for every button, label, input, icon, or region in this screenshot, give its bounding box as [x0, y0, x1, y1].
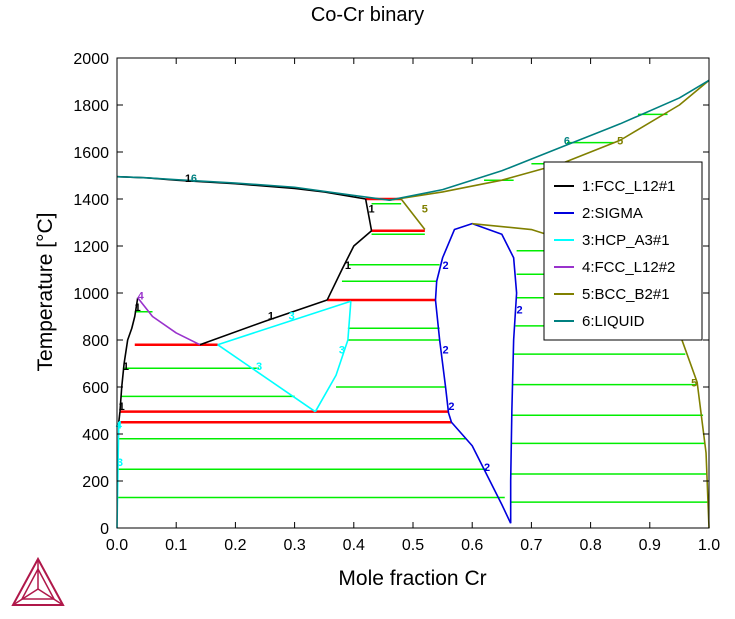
- legend-entry: 2:SIGMA: [582, 205, 643, 222]
- boundary-label: 2: [442, 260, 448, 272]
- boundary-label: 3: [256, 361, 262, 373]
- boundary-label: 2: [484, 462, 490, 474]
- y-tick-label: 200: [82, 474, 109, 491]
- series-line-3: [217, 344, 316, 413]
- series-line-1: [199, 299, 328, 346]
- legend-entry: 4:FCC_L12#2: [582, 259, 675, 276]
- series-line-1: [119, 297, 139, 412]
- y-tick-label: 2000: [73, 51, 109, 68]
- series-line-1: [116, 175, 366, 200]
- series-line-6: [116, 79, 710, 201]
- x-tick-label: 0.4: [343, 537, 365, 554]
- y-tick-label: 600: [82, 380, 109, 397]
- y-tick-label: 1000: [73, 286, 109, 303]
- boundary-label: 4: [138, 290, 145, 302]
- boundary-label: 3: [289, 310, 295, 322]
- x-tick-label: 0.9: [639, 537, 661, 554]
- chart-title: Co-Cr binary: [310, 4, 425, 26]
- boundary-label: 3: [339, 344, 345, 356]
- legend: 1:FCC_L12#1 2:SIGMA 3:HCP_A3#1 4:FCC_L12#2 5…: [543, 161, 703, 341]
- series-line-2: [434, 222, 518, 524]
- series-line-1: [364, 198, 373, 231]
- boundary-label: 4: [116, 420, 123, 432]
- tie-lines-layer: [117, 113, 709, 503]
- series-layer: [116, 79, 710, 529]
- y-tick-label: 800: [82, 333, 109, 350]
- ticks-layer: 0.0 0.1 0.2 0.3 0.4 0.5 0.6 0.7 0.8 0.9 1.0 0 200 400…: [73, 51, 720, 554]
- boundary-label: 1: [268, 310, 274, 322]
- x-tick-label: 0.8: [579, 537, 601, 554]
- y-tick-label: 1800: [73, 98, 109, 115]
- boundary-label: 5: [691, 377, 697, 389]
- boundary-label: 6: [564, 135, 570, 147]
- series-line-1: [117, 411, 121, 423]
- legend-box: [543, 161, 703, 341]
- invariant-lines-layer: [118, 197, 452, 424]
- boundary-label: 1: [119, 401, 125, 413]
- boundary-label: 5: [422, 203, 428, 215]
- boundary-label: 1: [345, 260, 351, 272]
- boundary-label: 3: [117, 457, 123, 469]
- boundary-label: 1: [135, 302, 141, 314]
- series-line-2: [434, 299, 512, 524]
- legend-entry: 6:LIQUID: [582, 313, 645, 330]
- x-tick-label: 0.0: [106, 537, 128, 554]
- y-tick-label: 1200: [73, 239, 109, 256]
- series-line-1: [326, 230, 373, 301]
- series-line-5: [400, 198, 426, 231]
- thermo-calc-logo-icon: [11, 556, 65, 606]
- boundary-label: 1: [368, 203, 374, 215]
- series-line-4: [137, 297, 201, 346]
- y-tick-label: 0: [100, 521, 109, 538]
- x-tick-label: 0.6: [461, 537, 483, 554]
- legend-entry: 1:FCC_L12#1: [582, 178, 675, 195]
- x-tick-label: 0.2: [224, 537, 246, 554]
- series-line-3: [217, 300, 352, 346]
- x-axis-label: Mole fraction Cr: [338, 567, 487, 590]
- boundary-label: 2: [448, 401, 454, 413]
- x-tick-label: 0.3: [283, 537, 305, 554]
- x-tick-label: 0.7: [520, 537, 542, 554]
- boundary-label: 2: [516, 304, 522, 316]
- y-tick-label: 1400: [73, 192, 109, 209]
- boundary-label: 1: [123, 361, 129, 373]
- boundary-label: 2: [442, 344, 448, 356]
- boundary-label: 1: [185, 173, 191, 185]
- series-line-3: [314, 301, 352, 413]
- x-tick-label: 0.1: [165, 537, 187, 554]
- x-tick-label: 1.0: [698, 537, 720, 554]
- x-tick-label: 0.5: [402, 537, 424, 554]
- legend-entry: 3:HCP_A3#1: [582, 232, 670, 249]
- boundary-label: 5: [617, 135, 623, 147]
- legend-entry: 5:BCC_B2#1: [582, 286, 670, 303]
- y-tick-label: 1600: [73, 145, 109, 162]
- y-tick-label: 400: [82, 427, 109, 444]
- boundary-label: 6: [191, 173, 197, 185]
